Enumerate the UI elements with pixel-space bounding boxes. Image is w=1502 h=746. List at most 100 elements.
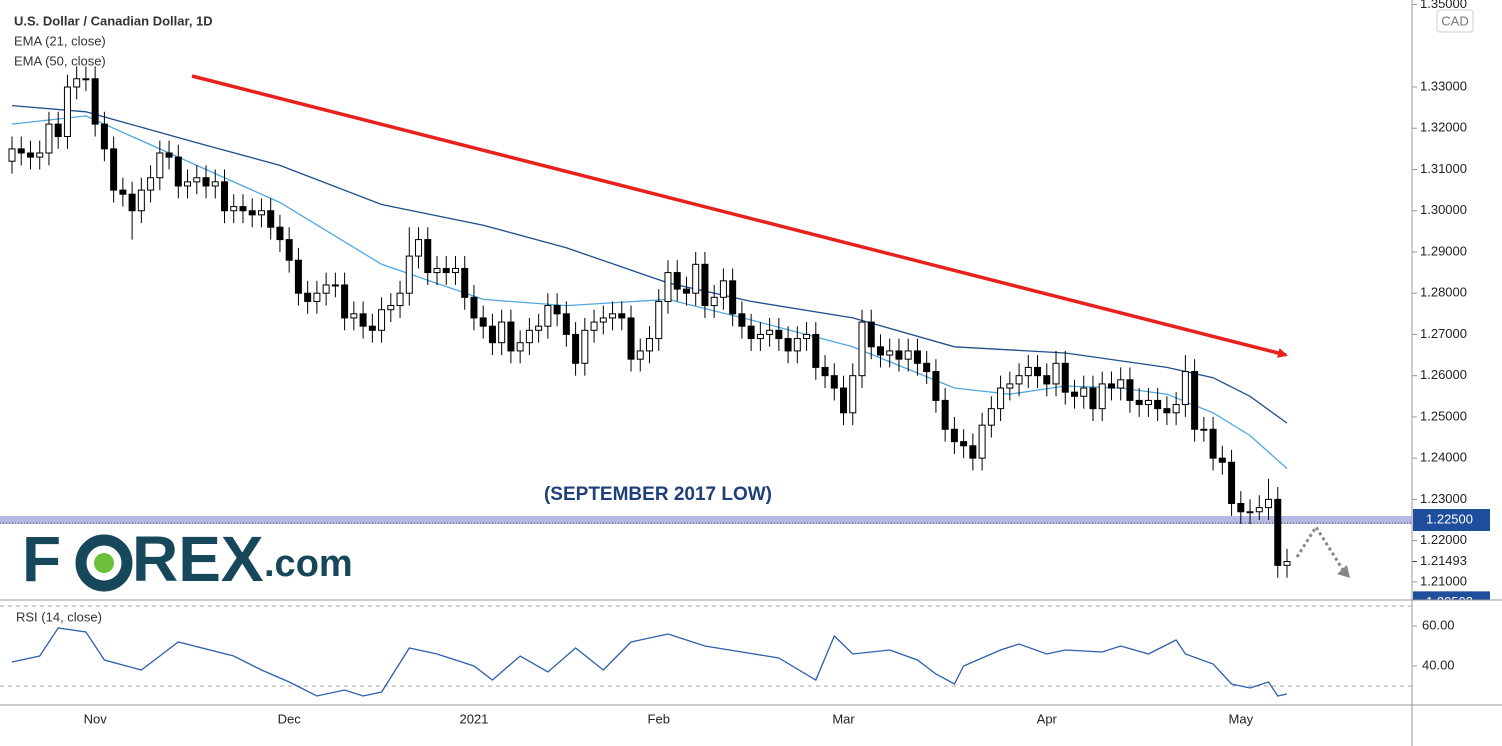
scale-marker-box [1413,591,1490,600]
candle-body [1283,561,1291,566]
candle-body [1218,457,1226,463]
candle-body [784,338,792,352]
candle-body [91,78,99,125]
candle-body [322,284,330,294]
logo-text: REX [132,523,264,595]
y-tick-label: 1.25000 [1420,408,1467,423]
candle-body [692,263,700,294]
candle-body [747,325,755,340]
y-tick-label: 1.21000 [1420,573,1467,588]
candle-body [479,317,487,327]
candle-body [1080,387,1088,397]
line-series [11,627,1288,697]
candle-body [904,350,912,360]
candle-body [682,288,690,294]
y-tick-label: 1.33000 [1420,78,1467,93]
scale-marker-label: 1.20503 [1426,594,1473,609]
candle-body [248,210,256,216]
plot-layer: 1.35000 1.33000 1.32000 1.31000 1.30000 1.290… [0,0,1490,726]
candle-body [433,267,441,274]
candle-body [793,338,801,352]
candle-body [729,280,737,315]
candle-body [1071,391,1078,397]
candle-body [1061,362,1069,393]
candle-body [174,156,182,187]
candle-body [1274,498,1282,566]
candle-body [1172,404,1180,414]
candle-body [950,428,958,443]
candle-body [461,267,469,298]
candle-body [368,325,376,331]
last-price-label: 1.21493 [1420,553,1467,568]
rsi-label: RSI (14, close) [16,609,102,624]
candle-body [8,148,16,162]
y-tick-label: 40.00 [1422,657,1455,672]
y-tick-label: 1.29000 [1420,243,1467,258]
candle-body [147,177,155,191]
candle-body [987,408,995,426]
candle-body [1209,428,1217,459]
y-tick-label: 1.35000 [1420,0,1467,11]
candle-body [923,362,931,373]
currency-box [1436,9,1474,33]
candle-body [1015,375,1023,385]
logo-ring [75,534,133,592]
candle-body [627,317,635,360]
candle-body [997,387,1005,410]
projection-arrowhead [1337,565,1350,578]
candle-body [82,78,90,81]
candle-body [36,152,44,158]
candle-body [405,255,413,294]
candle-body [932,371,940,401]
candle-body [775,329,783,340]
level-price-box [1413,509,1490,531]
candle-body [156,152,164,179]
legend-entry: EMA (50, close) [14,53,106,68]
candle-body [110,148,118,191]
candle-body [1163,408,1171,414]
candle-body [1117,379,1125,389]
y-tick-label: 1.26000 [1420,367,1467,382]
candle-body [424,239,432,274]
candle-body [738,313,746,327]
candle-body [304,292,312,302]
x-tick-label: 2021 [459,711,488,726]
x-tick-label: Dec [278,711,302,726]
candle-body [599,317,607,323]
candle-body [562,313,570,335]
candle-body [895,350,903,360]
candle-body [553,305,561,315]
logo-text: .com [264,543,353,585]
candle-body [636,350,644,360]
x-tick-label: May [1229,711,1254,726]
candle-body [609,313,617,319]
candle-body [276,226,284,241]
candle-body [516,342,524,352]
candle-body [415,239,423,257]
x-tick-label: Nov [84,711,108,726]
candle-body [867,321,875,348]
trend-arrow [191,74,1288,358]
candle-body [257,210,265,216]
candle-body [978,424,986,459]
candle-body [590,321,598,331]
candle-body [803,333,811,340]
candle-body [137,189,145,212]
candle-body [63,86,71,137]
candle-body [960,441,968,447]
x-tick-label: Mar [832,711,855,726]
candle-body [525,329,533,344]
candle-body [812,333,820,368]
candle-body [45,123,53,154]
candle-body [1043,375,1051,385]
candle-body [507,321,515,352]
candle-body [719,280,727,298]
candle-body [1024,366,1032,377]
currency-label: CAD [1441,13,1468,28]
candle-body [294,259,302,294]
y-tick-label: 60.00 [1422,617,1455,632]
candle-body [876,346,884,356]
candle-body [119,189,127,195]
logo: F REX .com [22,523,353,595]
